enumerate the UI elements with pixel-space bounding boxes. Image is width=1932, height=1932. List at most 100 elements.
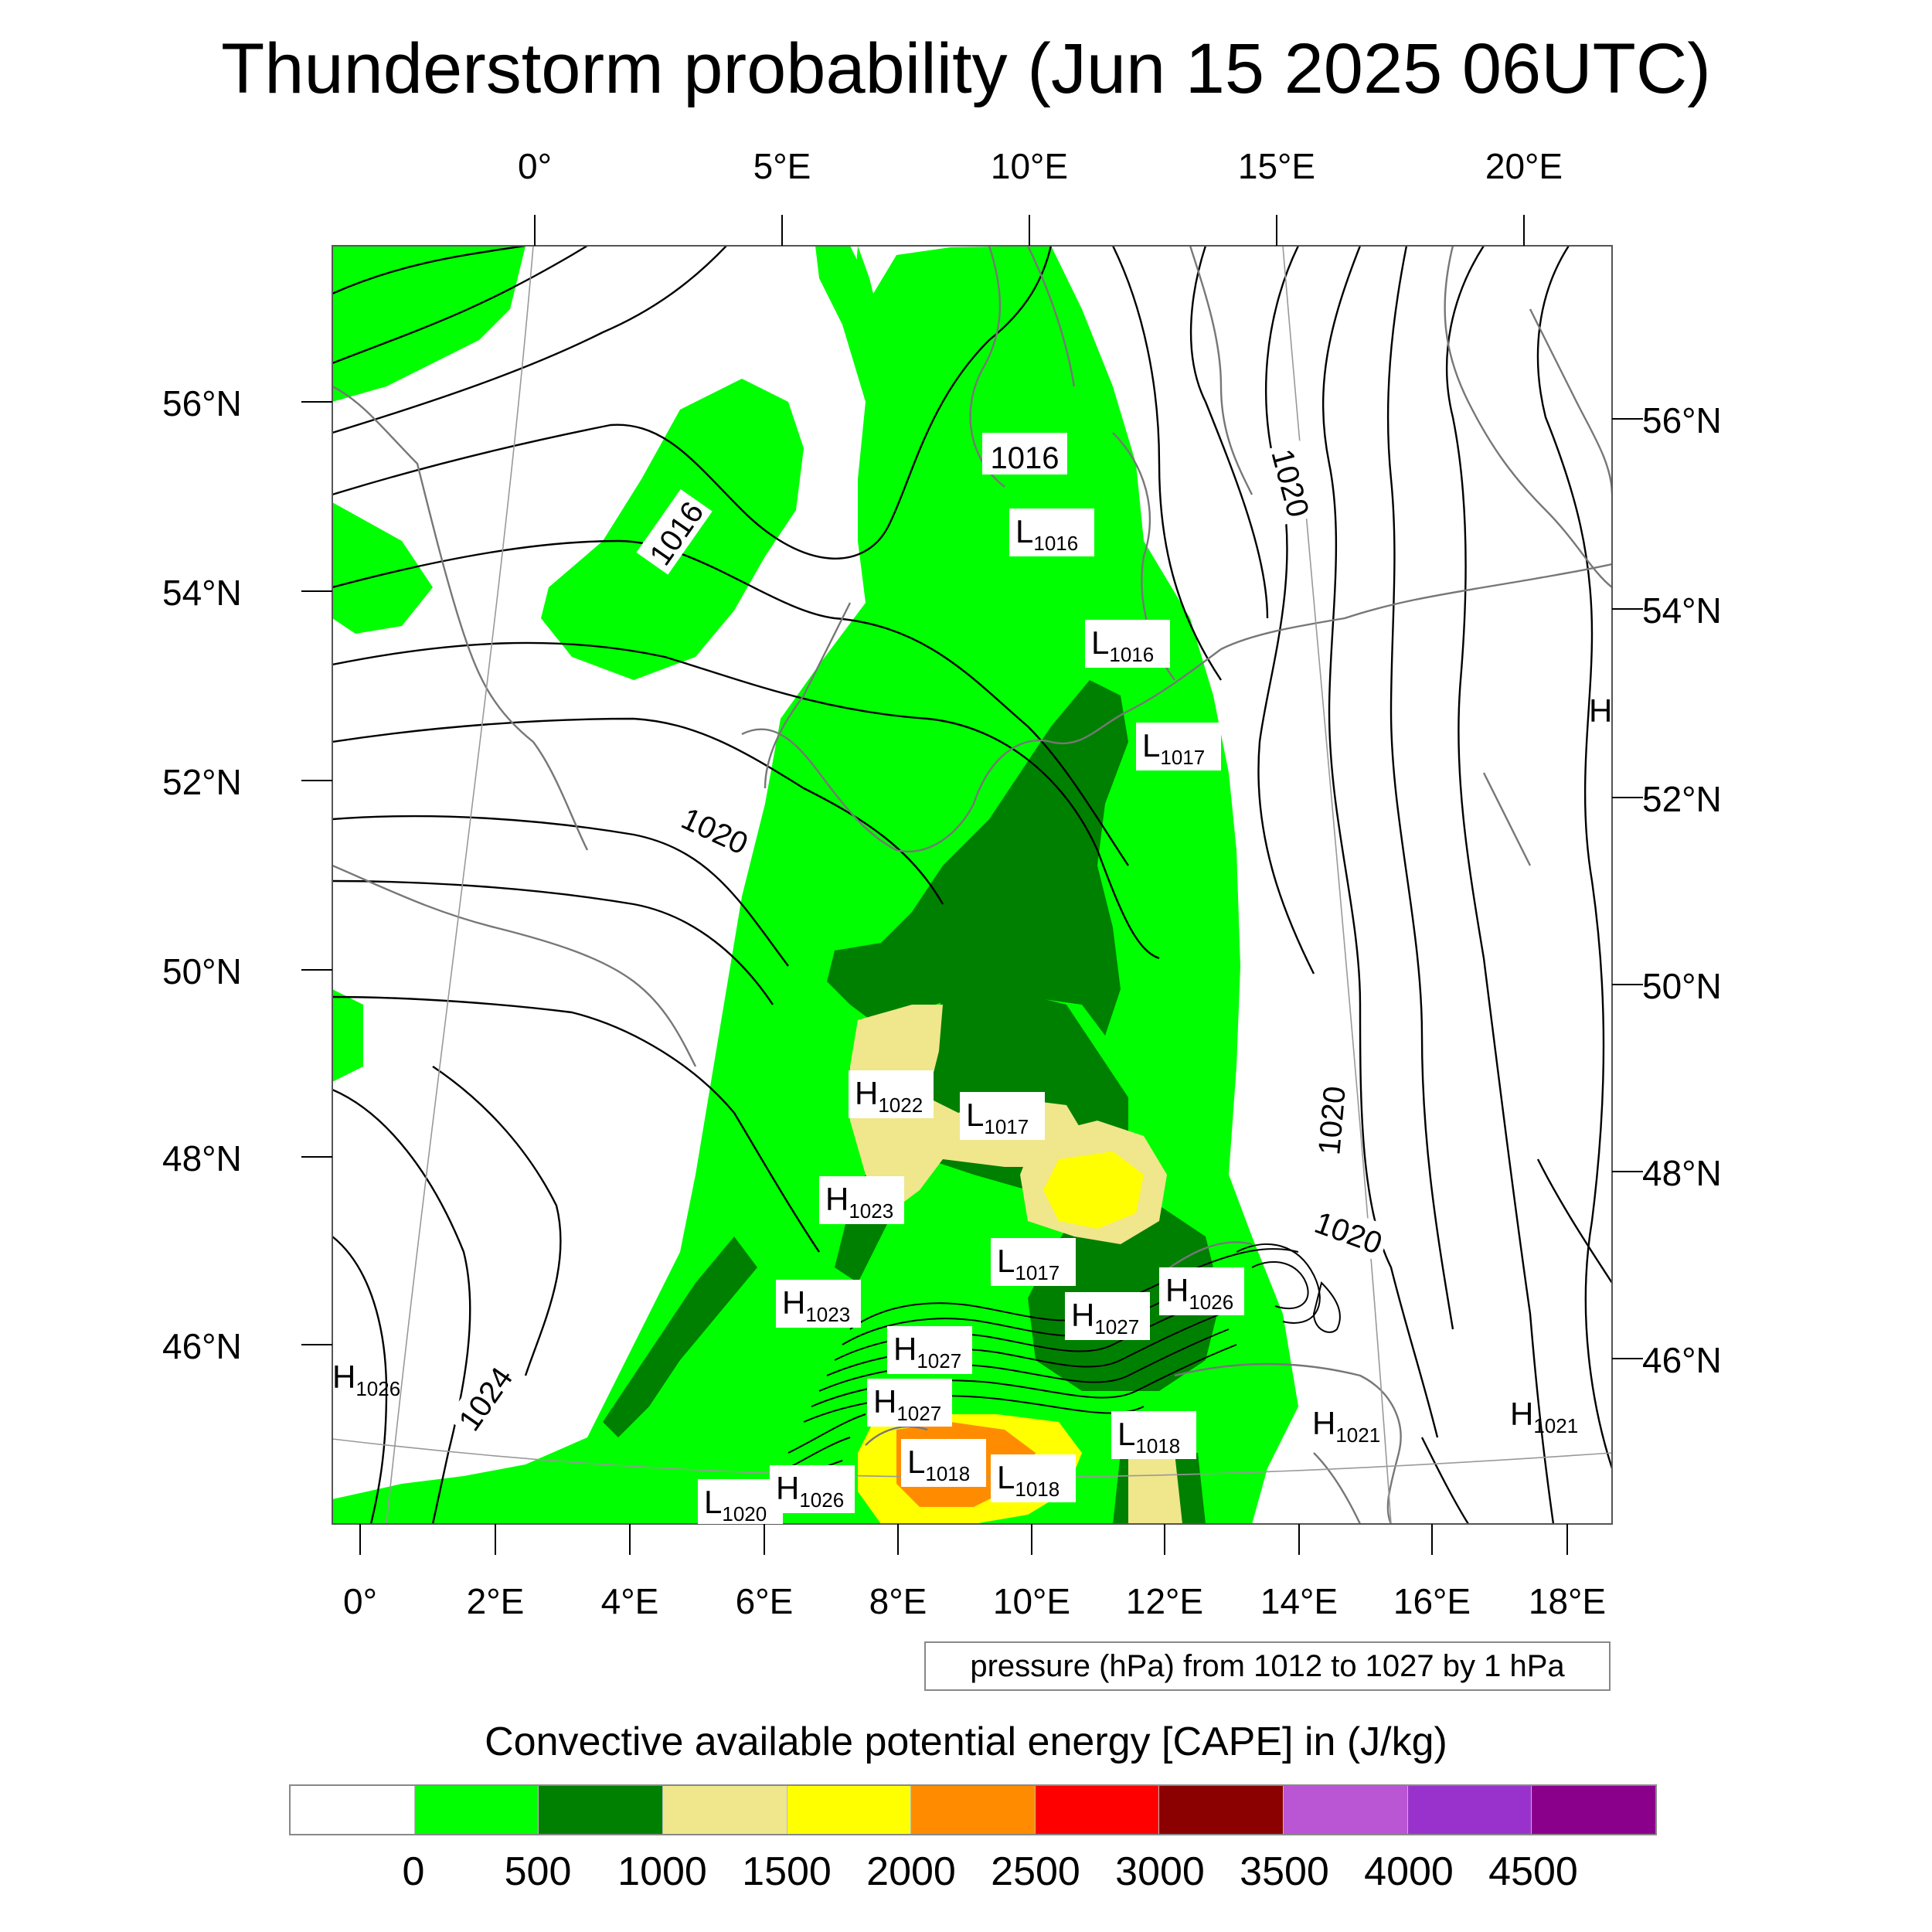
pressure-center-labels: L1016 L1016 L1017 H1022 L1017 H1023 L101… — [332, 509, 1612, 1526]
pressure-center: L1018 — [1111, 1411, 1196, 1459]
svg-text:H1021: H1021 — [1312, 1405, 1380, 1447]
pressure-center: L1017 — [960, 1092, 1045, 1140]
svg-text:L1017: L1017 — [1142, 727, 1205, 769]
lon-tick-label-top: 5°E — [753, 146, 811, 186]
svg-text:H1021: H1021 — [1510, 1396, 1578, 1437]
lon-tick-label-bottom: 0° — [343, 1581, 377, 1621]
svg-text:L1018: L1018 — [907, 1444, 970, 1485]
lat-tick-label-right: 52°N — [1642, 779, 1722, 819]
colorbar-swatch — [787, 1786, 912, 1834]
lat-tick-label-right: 48°N — [1642, 1153, 1722, 1193]
lon-tick-label-bottom: 2°E — [466, 1581, 525, 1621]
lat-tick-label-right: 50°N — [1642, 966, 1722, 1006]
colorbar-swatch — [539, 1786, 663, 1834]
pressure-center: H1021 — [1312, 1405, 1380, 1447]
pressure-center: H1023 — [776, 1280, 861, 1328]
svg-text:L1017: L1017 — [966, 1097, 1029, 1138]
pressure-center: L1016 — [1085, 620, 1170, 668]
pressure-center: H1021 — [1510, 1396, 1578, 1437]
svg-text:H1022: H1022 — [855, 1075, 923, 1117]
pressure-center: H1027 — [867, 1379, 952, 1427]
contour-label: 1020 — [1308, 1080, 1352, 1161]
lon-tick-label-top: 20°E — [1485, 146, 1563, 186]
svg-text:H1027: H1027 — [873, 1383, 941, 1425]
colorbar-swatch — [911, 1786, 1036, 1834]
svg-text:L1018: L1018 — [997, 1459, 1060, 1501]
svg-text:L1017: L1017 — [997, 1243, 1060, 1284]
pressure-center: H1027 — [887, 1326, 972, 1374]
svg-text:H1023: H1023 — [825, 1181, 893, 1223]
pressure-center: L1020 — [698, 1479, 783, 1526]
pressure-center: H1026 — [770, 1465, 855, 1513]
pressure-center: L1017 — [991, 1238, 1076, 1286]
colorbar-label: 4500 — [1488, 1849, 1578, 1894]
svg-text:1020: 1020 — [1312, 1085, 1352, 1156]
colorbar-swatch — [1159, 1786, 1284, 1834]
colorbar-label: 3500 — [1240, 1849, 1329, 1894]
lon-tick-label-bottom: 16°E — [1393, 1581, 1471, 1621]
svg-text:L1016: L1016 — [1091, 624, 1154, 666]
svg-text:L1018: L1018 — [1117, 1416, 1180, 1458]
contour-info-note: pressure (hPa) from 1012 to 1027 by 1 hP… — [924, 1641, 1611, 1691]
lon-tick-label-top: 10°E — [990, 146, 1069, 186]
lat-tick-label-right: 54°N — [1642, 590, 1722, 631]
svg-text:H1027: H1027 — [893, 1331, 961, 1372]
lon-tick-label-bottom: 14°E — [1260, 1581, 1338, 1621]
lat-tick-label-left: 50°N — [162, 951, 242, 992]
lat-tick-label-left: 56°N — [162, 383, 242, 423]
lon-tick-label-top: 15°E — [1237, 146, 1316, 186]
pressure-center: H — [1589, 692, 1612, 729]
chart-title: Thunderstorm probability (Jun 15 2025 06… — [221, 29, 1711, 108]
svg-text:H1027: H1027 — [1071, 1297, 1139, 1338]
svg-text:L1020: L1020 — [704, 1484, 767, 1526]
lon-tick-label-bottom: 8°E — [869, 1581, 927, 1621]
svg-text:H1023: H1023 — [782, 1284, 850, 1326]
colorbar-label: 0 — [402, 1849, 425, 1894]
svg-text:L1016: L1016 — [1015, 513, 1078, 555]
colorbar-swatch — [1284, 1786, 1408, 1834]
colorbar-label: 2000 — [866, 1849, 956, 1894]
contour-label: 1016 — [982, 433, 1067, 475]
pressure-center: H1026 — [1159, 1267, 1244, 1315]
colorbar-swatch — [1407, 1786, 1532, 1834]
svg-text:H1026: H1026 — [776, 1470, 844, 1512]
lat-tick-label-right: 56°N — [1642, 400, 1722, 440]
pressure-center: L1018 — [901, 1439, 986, 1487]
lon-tick-label-bottom: 10°E — [992, 1581, 1071, 1621]
tick-marks — [301, 215, 1643, 1555]
pressure-center: H1023 — [819, 1176, 904, 1224]
colorbar-swatch — [1532, 1786, 1656, 1834]
lon-tick-label-bottom: 6°E — [735, 1581, 794, 1621]
pressure-center: H1022 — [849, 1070, 934, 1118]
pressure-center: H1026 — [332, 1359, 400, 1400]
colorbar-label: 1500 — [742, 1849, 832, 1894]
lat-tick-label-left: 48°N — [162, 1138, 242, 1179]
svg-text:H1026: H1026 — [332, 1359, 400, 1400]
lat-tick-label-left: 54°N — [162, 573, 242, 613]
colorbar-swatch — [1035, 1786, 1160, 1834]
colorbar-label: 500 — [504, 1849, 572, 1894]
lat-tick-label-left: 52°N — [162, 762, 242, 802]
colorbar-label: 3000 — [1115, 1849, 1205, 1894]
isobar-contours — [332, 246, 1612, 1524]
svg-text:H: H — [1589, 692, 1612, 729]
lat-tick-label-left: 46°N — [162, 1326, 242, 1366]
colorbar-label: 2500 — [991, 1849, 1080, 1894]
pressure-center: L1016 — [1009, 509, 1094, 556]
svg-text:1016: 1016 — [991, 441, 1060, 475]
lon-tick-label-bottom: 18°E — [1528, 1581, 1607, 1621]
pressure-center: L1017 — [1136, 723, 1221, 770]
colorbar-swatch — [662, 1786, 787, 1834]
colorbar-swatch — [414, 1786, 539, 1834]
svg-text:H1026: H1026 — [1165, 1272, 1233, 1314]
colorbar-label: 1000 — [617, 1849, 707, 1894]
colorbar-label: 4000 — [1364, 1849, 1454, 1894]
colorbar-title: Convective available potential energy [C… — [485, 1719, 1447, 1764]
lon-tick-label-bottom: 4°E — [600, 1581, 659, 1621]
lon-tick-label-top: 0° — [518, 146, 552, 186]
colorbar-swatch — [291, 1786, 415, 1834]
colorbar — [289, 1784, 1657, 1835]
lat-tick-label-right: 46°N — [1642, 1340, 1722, 1380]
pressure-center: H1027 — [1065, 1292, 1150, 1340]
